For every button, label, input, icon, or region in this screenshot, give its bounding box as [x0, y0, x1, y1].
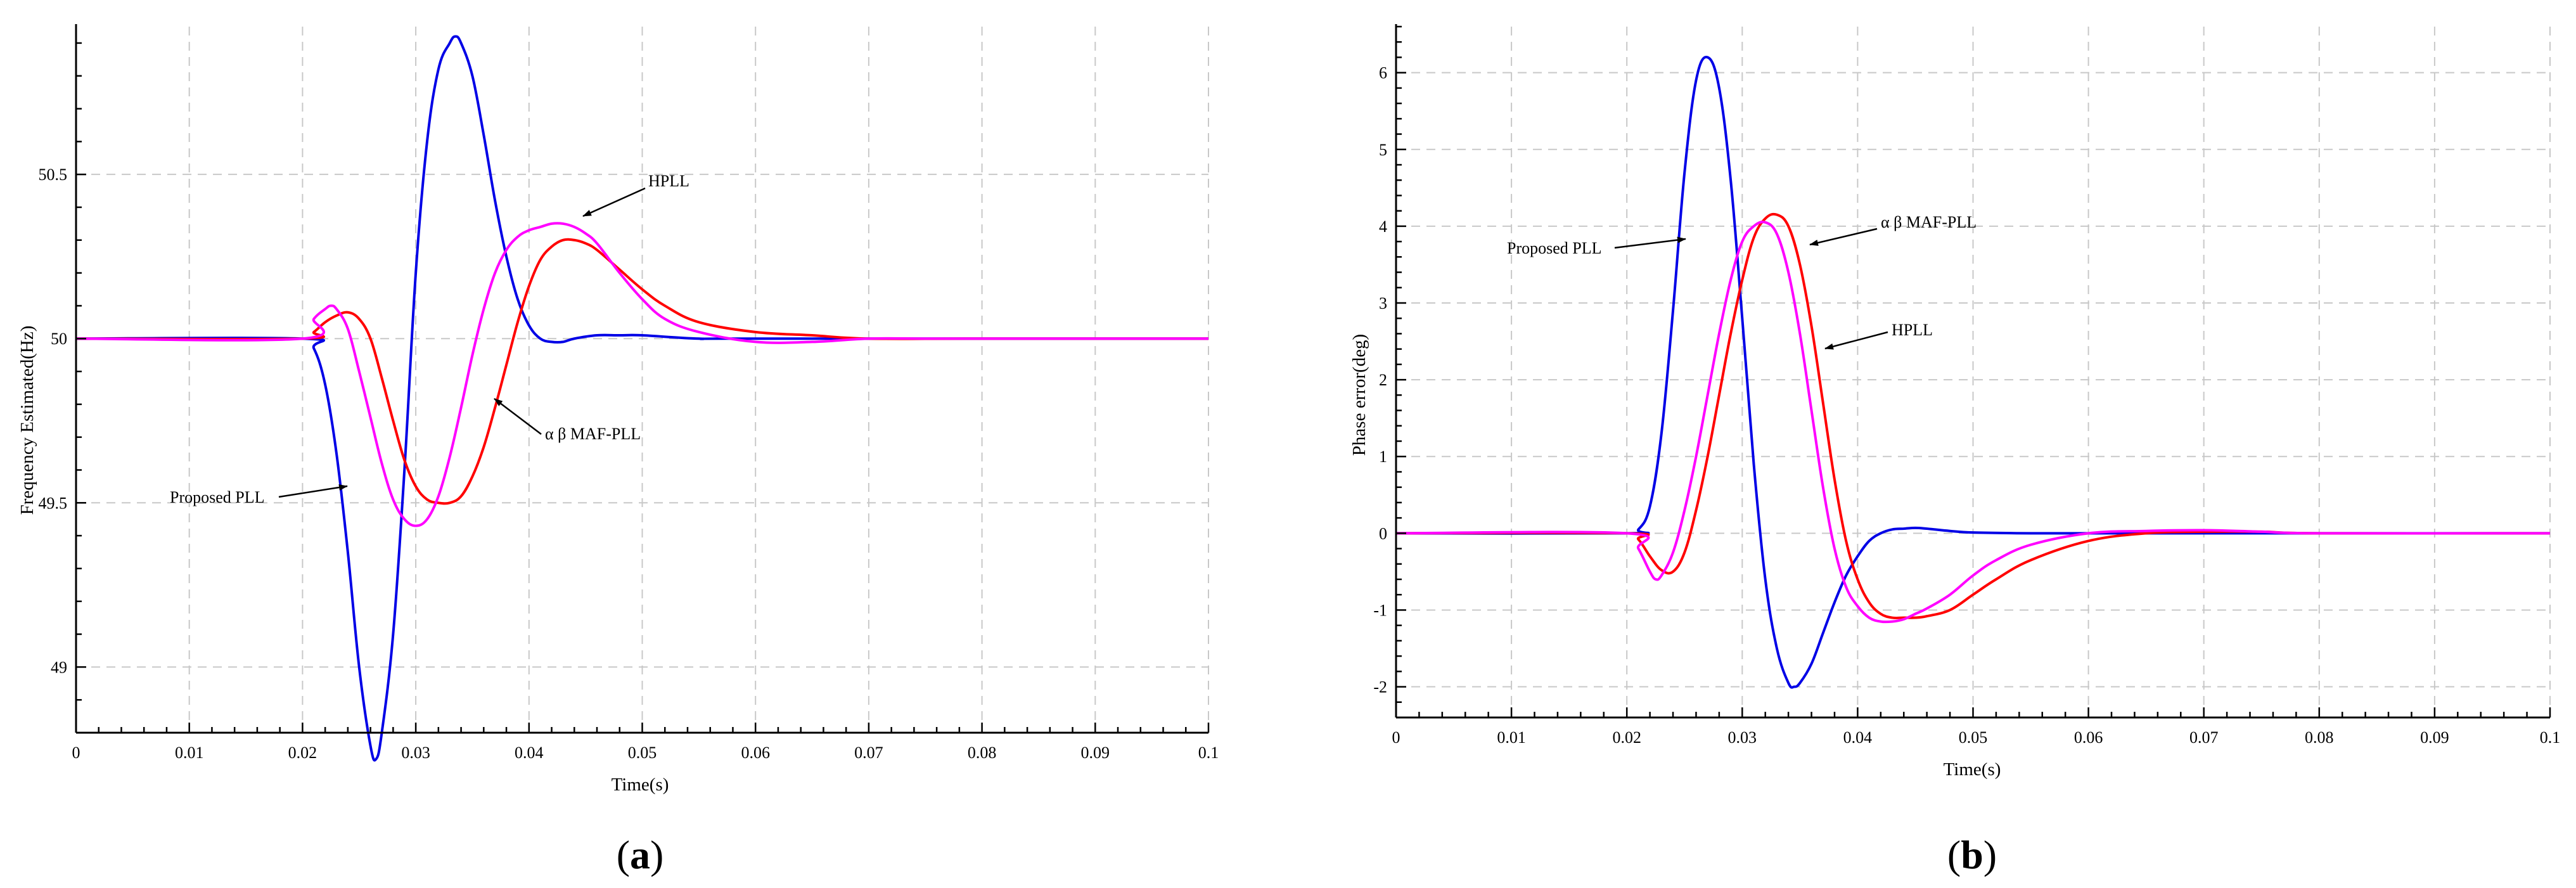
series-line [75, 222, 1208, 527]
x-tick-label: 0.01 [175, 743, 204, 762]
series-b [1395, 56, 2551, 689]
annotation-arrow [1809, 228, 1878, 246]
y-tick-label: -2 [1373, 678, 1387, 697]
annotation-arrow [1614, 236, 1686, 249]
x-tick-label: 0.02 [288, 743, 317, 762]
x-tick-label: 0.1 [2540, 728, 2561, 747]
x-tick-label: 0.1 [1198, 743, 1219, 762]
panel-label-a: (a) [617, 832, 664, 877]
y-tick-label: 4 [1379, 217, 1387, 236]
annotation-label: Proposed PLL [1507, 239, 1602, 257]
x-tick-label: 0.04 [515, 743, 544, 762]
annotation-hpll-a: HPLL [582, 172, 689, 217]
y-tick-label: 49.5 [39, 494, 68, 512]
annotation-maf-b: α β MAF-PLL [1809, 213, 1977, 246]
annotation-proposed-b: Proposed PLL [1507, 236, 1686, 257]
annotation-label: HPLL [648, 172, 689, 190]
x-tick-label: 0.01 [1497, 728, 1526, 747]
y-tick-label: -1 [1373, 601, 1387, 619]
x-tick-label: 0 [72, 743, 80, 762]
annotation-arrow [1824, 331, 1888, 350]
x-tick-label: 0.08 [2305, 728, 2334, 747]
y-tick-label: 50 [51, 330, 67, 348]
y-tick-label: 6 [1379, 64, 1387, 82]
x-tick-label: 0 [1392, 728, 1400, 747]
annotation-maf-a: α β MAF-PLL [494, 398, 641, 443]
y-tick-label: 2 [1379, 371, 1387, 389]
panel-label-b: (b) [1947, 832, 1997, 877]
grid-b [1396, 27, 2551, 717]
annotation-proposed-a: Proposed PLL [170, 484, 348, 506]
ticks-b: 0 0.01 0.02 0.03 0.04 0.05 0.06 0.07 0.08 0.09 0.1… [1373, 25, 2561, 747]
annotation-label: α β MAF-PLL [1881, 213, 1977, 231]
annotation-arrow [278, 484, 348, 498]
y-tick-label: 5 [1379, 141, 1387, 159]
series-line [75, 35, 1208, 762]
x-tick-label: 0.08 [968, 743, 997, 762]
series-line [1395, 56, 2550, 689]
x-axis-title-b: Time(s) [1944, 759, 2001, 780]
annotation-label: α β MAF-PLL [545, 425, 641, 443]
x-tick-label: 0.05 [1959, 728, 1988, 747]
series-a [75, 35, 1208, 762]
x-tick-label: 0.07 [2189, 728, 2219, 747]
series-line [1395, 212, 2551, 620]
chart-panel-b: 0 0.01 0.02 0.03 0.04 0.05 0.06 0.07 0.08 0.09 0.1… [1349, 24, 2560, 780]
x-tick-label: 0.06 [2074, 728, 2103, 747]
y-tick-label: 1 [1379, 447, 1387, 466]
y-axis-title-a: Frequency Estimated(Hz) [17, 326, 37, 515]
x-axis-title-a: Time(s) [612, 775, 669, 795]
annotation-label: HPLL [1892, 321, 1933, 339]
series-line [75, 238, 1208, 505]
annotation-hpll-b: HPLL [1824, 321, 1933, 350]
annotation-label: Proposed PLL [170, 488, 265, 506]
ticks-a: 0 0.01 0.02 0.03 0.04 0.05 0.06 0.07 0.08 0.09 0.1… [39, 42, 1219, 762]
annotation-arrow [582, 187, 646, 217]
x-tick-label: 0.05 [628, 743, 657, 762]
series-line [1395, 221, 2551, 624]
x-tick-label: 0.09 [2420, 728, 2449, 747]
x-tick-label: 0.03 [401, 743, 430, 762]
x-tick-label: 0.06 [741, 743, 770, 762]
y-tick-label: 3 [1379, 294, 1387, 312]
x-tick-label: 0.03 [1728, 728, 1757, 747]
y-axis-title-b: Phase error(deg) [1349, 334, 1369, 456]
chart-panel-a: 0 0.01 0.02 0.03 0.04 0.05 0.06 0.07 0.08 0.09 0.1… [17, 24, 1219, 795]
y-tick-label: 50.5 [39, 165, 68, 184]
x-tick-label: 0.09 [1081, 743, 1110, 762]
y-tick-label: 49 [51, 658, 67, 676]
annotation-arrow [494, 398, 542, 435]
y-tick-label: 0 [1379, 524, 1387, 543]
x-tick-label: 0.07 [854, 743, 883, 762]
x-tick-label: 0.02 [1612, 728, 1641, 747]
x-tick-label: 0.04 [1843, 728, 1873, 747]
